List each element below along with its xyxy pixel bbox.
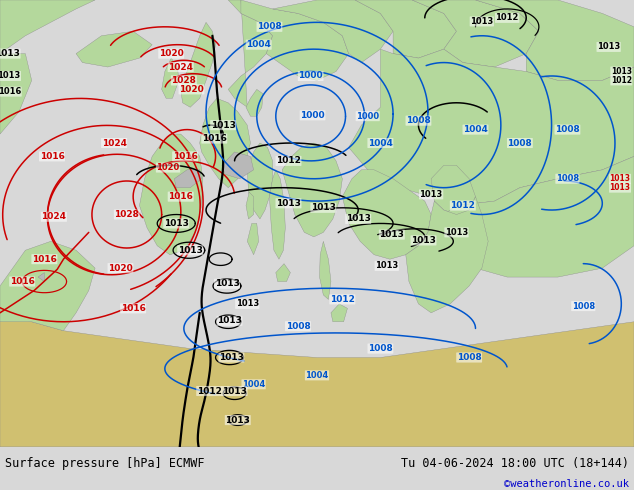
Text: 1000: 1000 (356, 112, 379, 121)
Text: 1013: 1013 (375, 261, 398, 270)
Text: 1004: 1004 (463, 125, 488, 134)
Text: 1008: 1008 (456, 353, 482, 362)
Polygon shape (282, 143, 342, 237)
Polygon shape (0, 313, 634, 447)
Polygon shape (276, 264, 290, 282)
Text: 1013: 1013 (609, 183, 631, 192)
Text: 1016: 1016 (168, 192, 193, 201)
Text: 1016: 1016 (10, 277, 35, 286)
Text: 1020: 1020 (157, 163, 179, 172)
Text: Tu 04-06-2024 18:00 UTC (18+144): Tu 04-06-2024 18:00 UTC (18+144) (401, 457, 629, 470)
Polygon shape (342, 170, 431, 259)
Text: 1013: 1013 (597, 43, 620, 51)
Text: 1016: 1016 (0, 87, 21, 96)
Polygon shape (349, 49, 634, 206)
Polygon shape (246, 192, 254, 219)
Text: 1000: 1000 (301, 111, 325, 120)
Text: 1008: 1008 (507, 139, 533, 147)
Text: 1013: 1013 (236, 299, 259, 308)
Polygon shape (162, 58, 179, 98)
Text: 1012: 1012 (276, 156, 301, 166)
Polygon shape (139, 134, 203, 255)
Polygon shape (200, 98, 250, 188)
Polygon shape (0, 53, 32, 134)
Polygon shape (222, 152, 254, 179)
Text: 1008: 1008 (257, 23, 282, 31)
Text: Surface pressure [hPa] ECMWF: Surface pressure [hPa] ECMWF (5, 457, 205, 470)
Text: 1016: 1016 (120, 304, 146, 313)
Text: 1013: 1013 (210, 121, 236, 130)
Polygon shape (320, 241, 331, 299)
Text: 1013: 1013 (445, 228, 468, 237)
Text: 1004: 1004 (246, 40, 271, 49)
Text: 1004: 1004 (368, 139, 393, 147)
Polygon shape (181, 23, 216, 107)
Text: 1016: 1016 (32, 255, 57, 264)
Text: 1008: 1008 (556, 174, 579, 183)
Text: 1013: 1013 (470, 17, 493, 26)
Text: 1000: 1000 (299, 72, 323, 80)
Text: 1008: 1008 (285, 322, 311, 331)
Text: 1013: 1013 (379, 230, 404, 239)
Polygon shape (246, 89, 263, 116)
Text: 1013: 1013 (609, 174, 631, 183)
Text: 1012: 1012 (496, 13, 519, 23)
Text: 1016: 1016 (202, 134, 227, 143)
Text: 1013: 1013 (346, 215, 371, 223)
Text: 1013: 1013 (178, 246, 203, 255)
Text: 1013: 1013 (0, 49, 20, 58)
Text: 1012: 1012 (450, 201, 476, 210)
Polygon shape (0, 241, 95, 331)
Polygon shape (412, 0, 539, 67)
Text: 1012: 1012 (197, 387, 222, 395)
Text: 1016: 1016 (172, 152, 198, 161)
Text: 1013: 1013 (222, 387, 247, 395)
Text: 1028: 1028 (114, 210, 139, 219)
Polygon shape (431, 156, 634, 277)
Text: 1013: 1013 (276, 199, 301, 208)
Text: 1008: 1008 (555, 125, 580, 134)
Polygon shape (38, 272, 44, 282)
Text: 1012: 1012 (611, 76, 632, 85)
Polygon shape (406, 196, 488, 313)
Text: 1020: 1020 (158, 49, 184, 58)
Text: 1013: 1013 (0, 72, 20, 80)
Polygon shape (247, 223, 259, 255)
Text: 1004: 1004 (242, 380, 265, 389)
Polygon shape (0, 0, 95, 53)
Text: 1013: 1013 (420, 190, 443, 199)
Polygon shape (76, 31, 152, 67)
Text: 1012: 1012 (330, 295, 355, 304)
Text: 1028: 1028 (171, 76, 197, 85)
Text: 1013: 1013 (164, 219, 189, 228)
Text: 1004: 1004 (306, 371, 328, 380)
Text: 1020: 1020 (179, 85, 204, 94)
Polygon shape (174, 170, 202, 188)
Polygon shape (355, 0, 456, 58)
Text: 1013: 1013 (611, 67, 632, 76)
Polygon shape (273, 0, 393, 63)
Text: 1016: 1016 (39, 152, 65, 161)
Text: 1024: 1024 (101, 139, 127, 147)
Text: 1013: 1013 (225, 416, 250, 424)
Text: 1013: 1013 (411, 236, 436, 245)
Text: 1013: 1013 (217, 317, 242, 325)
Polygon shape (241, 0, 349, 80)
Text: 1013: 1013 (219, 353, 244, 362)
Text: 1024: 1024 (41, 212, 67, 221)
Text: 1008: 1008 (368, 344, 393, 353)
Polygon shape (331, 304, 347, 322)
Polygon shape (228, 0, 273, 107)
Text: ©weatheronline.co.uk: ©weatheronline.co.uk (504, 479, 629, 489)
Text: 1024: 1024 (168, 63, 193, 72)
Polygon shape (269, 170, 285, 259)
Text: 1013: 1013 (311, 203, 336, 212)
Polygon shape (476, 0, 634, 80)
Text: 1008: 1008 (572, 302, 595, 311)
Polygon shape (247, 143, 273, 219)
Text: 1008: 1008 (406, 116, 431, 125)
Text: 1020: 1020 (108, 264, 133, 272)
Polygon shape (431, 165, 476, 215)
Text: 1013: 1013 (214, 279, 240, 288)
